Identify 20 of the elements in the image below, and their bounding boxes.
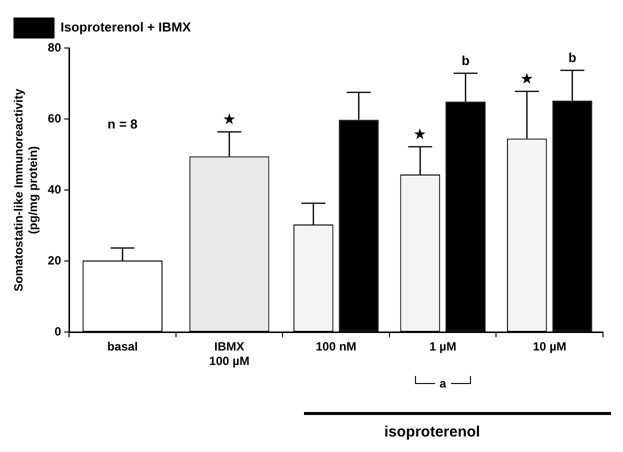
- annotation: b: [568, 50, 576, 65]
- y-tick-label: 80: [48, 40, 62, 54]
- annotation: ★: [520, 70, 533, 86]
- y-axis-title: Somatostatin-like Immunoreactivity (pg/mg protein): [12, 88, 40, 292]
- x-tick-label: basal: [107, 340, 138, 354]
- x-tick-label: 100 nM: [316, 340, 356, 354]
- annotation: ★: [223, 111, 236, 126]
- y-tick-label: 20: [48, 253, 62, 268]
- y-tick-label: 60: [48, 111, 62, 126]
- x-tick-label: 1 µM: [429, 340, 456, 354]
- y-tick-label: 0: [54, 324, 62, 339]
- text: isoproterenol: [384, 423, 480, 440]
- annotation: b: [462, 52, 470, 68]
- annotation: n = 8: [108, 116, 138, 132]
- x-tick-label: IBMX 100 µM: [209, 340, 250, 368]
- legend-label: Isoproterenol + IBMX: [60, 20, 192, 35]
- annotation: ★: [414, 126, 426, 142]
- text: a: [440, 376, 446, 391]
- y-tick-label: 40: [48, 182, 62, 196]
- x-tick-label: 10 µM: [532, 340, 566, 354]
